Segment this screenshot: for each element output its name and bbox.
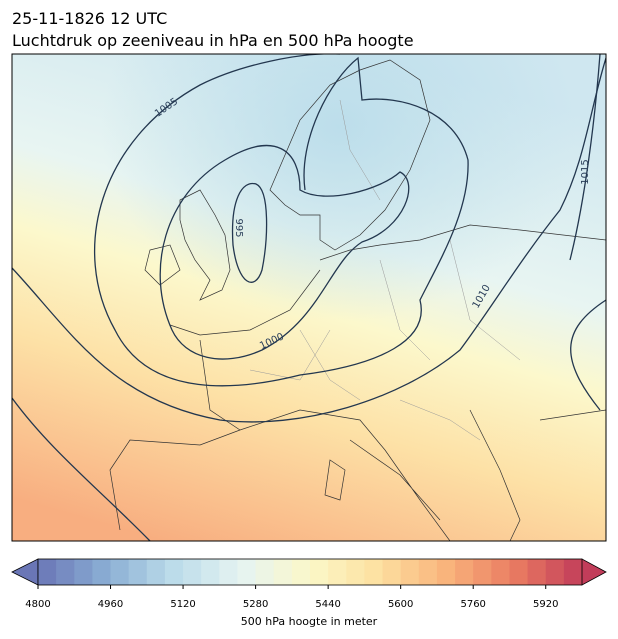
map-title: Luchtdruk op zeeniveau in hPa en 500 hPa… [12,31,414,50]
colorbar-level [201,559,220,585]
colorbar-label: 500 hPa hoogte in meter [241,615,378,628]
colorbar-extend-high [581,558,607,586]
colorbar-level [56,559,75,585]
map-area [12,54,606,541]
map-date: 25-11-1826 12 UTC [12,9,167,28]
colorbar-level [164,559,184,585]
colorbar-tick-label: 4800 [25,599,50,610]
map-frame [11,53,607,542]
colorbar-level [110,559,130,585]
colorbar-level [237,559,257,585]
colorbar-level [291,559,311,585]
colorbar-level [328,559,347,585]
colorbar-level [436,559,456,585]
colorbar-level [146,559,166,585]
colorbar-level [563,559,583,585]
colorbar-level [273,559,293,585]
low-height-field [12,54,606,541]
colorbar-level [418,559,438,585]
colorbar-level [183,559,202,585]
colorbar-level [382,559,402,585]
colorbar-tick-label: 5920 [533,599,558,610]
colorbar-tick-label: 5280 [243,599,268,610]
colorbar-tick-label: 5120 [170,599,195,610]
colorbar-tick-label: 5440 [315,599,340,610]
isobar [12,57,606,423]
colorbar-level [400,559,420,585]
colorbar-level [509,559,529,585]
colorbar-level [527,559,547,585]
isobar [94,54,469,387]
colorbar-level [364,559,384,585]
colorbar-level [255,559,275,585]
contour-label: 995 [233,218,244,237]
colorbar-level [74,559,93,585]
colorbar-frame [37,558,583,586]
colorbar-level [219,559,238,585]
colorbar-tick-label: 5600 [388,599,413,610]
colorbar-level [455,559,474,585]
country-border [249,99,521,441]
colorbar-level [491,559,510,585]
isobar [12,54,606,541]
colorbar-level [545,559,565,585]
colorbar-tick-label: 5760 [460,599,485,610]
colorbar-level [92,559,112,585]
coastline [109,59,606,541]
colorbar-level [38,559,57,585]
colorbar-level [310,559,329,585]
colorbar-extend-low [11,558,39,586]
isobar [231,182,268,283]
contour-label: 1015 [580,159,591,184]
colorbar-level [473,559,492,585]
colorbar-tick-label: 4960 [98,599,123,610]
isobar [159,144,410,360]
colorbar-level [346,559,365,585]
colorbar-level [128,559,148,585]
